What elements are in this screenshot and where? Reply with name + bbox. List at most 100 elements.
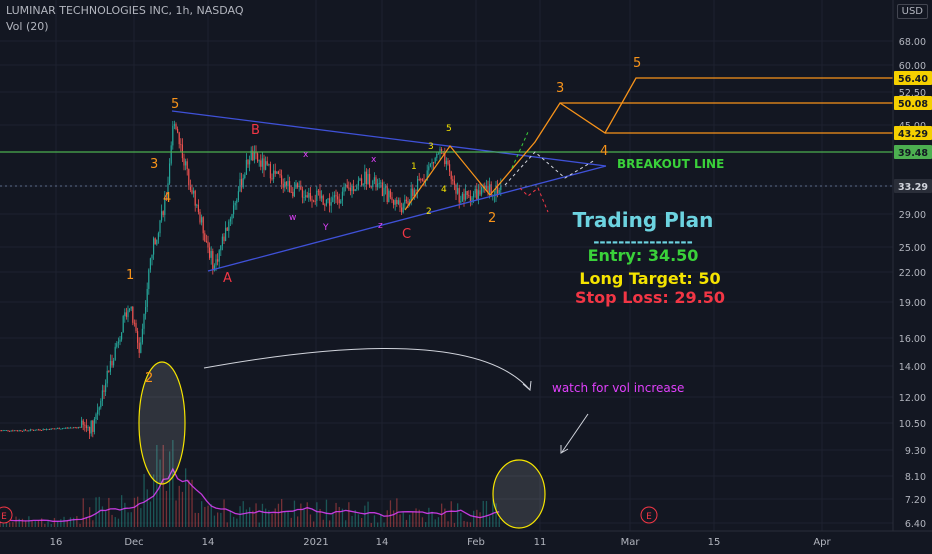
candle xyxy=(202,216,204,241)
candle xyxy=(431,158,433,170)
candle xyxy=(434,156,436,165)
volume-bar xyxy=(450,501,452,527)
candle xyxy=(49,428,51,430)
volume-bar xyxy=(220,512,222,527)
volume-bar xyxy=(329,520,331,527)
time-axis-ticks[interactable]: 16 Dec 14 2021 14 Feb 11 Mar 15 Apr xyxy=(50,537,832,548)
wave-y: Y xyxy=(322,223,329,233)
candle xyxy=(74,426,76,429)
volume-bar xyxy=(447,521,449,527)
candle xyxy=(44,429,46,430)
volume-bar xyxy=(473,510,475,527)
triangle-lower-line[interactable] xyxy=(207,165,607,272)
candle xyxy=(348,181,350,191)
candle xyxy=(183,153,185,171)
plan-stop: Stop Loss: 29.50 xyxy=(575,288,725,307)
candle xyxy=(377,178,379,191)
candle xyxy=(178,131,180,149)
candle xyxy=(2,429,4,432)
volume-bar xyxy=(236,518,238,527)
candle xyxy=(111,354,113,368)
candle xyxy=(269,161,271,184)
triangle-upper-line[interactable] xyxy=(171,110,607,167)
candle xyxy=(396,196,398,207)
candle xyxy=(50,428,52,430)
currency-badge[interactable]: USD xyxy=(896,4,928,19)
price-axis[interactable] xyxy=(893,0,932,550)
wave-abc-c: C xyxy=(402,227,411,242)
candle xyxy=(316,186,318,207)
volume-bar xyxy=(466,521,468,527)
volume-bar xyxy=(373,515,376,527)
wave-proj-3: 3 xyxy=(556,81,564,96)
volume-bar xyxy=(47,520,49,527)
candle xyxy=(341,187,343,207)
time-tick-9: Apr xyxy=(813,537,831,548)
candle xyxy=(169,158,171,185)
volume-bar xyxy=(351,515,353,527)
symbol-title: LUMINAR TECHNOLOGIES INC, 1h, NASDAQ xyxy=(6,4,244,17)
volume-bar xyxy=(319,509,321,527)
time-tick-5: Feb xyxy=(467,537,485,548)
candle xyxy=(127,305,129,323)
candle xyxy=(308,187,310,202)
candle xyxy=(293,181,295,198)
volume-bar xyxy=(268,510,270,527)
candle xyxy=(394,198,396,211)
candle xyxy=(329,193,331,213)
volume-bar xyxy=(338,507,340,527)
volume-bar xyxy=(229,510,232,527)
volume-bar xyxy=(44,523,46,527)
candle xyxy=(39,429,41,431)
volume-bar xyxy=(117,518,120,527)
candle xyxy=(55,428,57,430)
volume-bar xyxy=(479,512,481,527)
candle xyxy=(345,183,347,192)
wave-w: w xyxy=(289,213,296,223)
candle xyxy=(268,163,270,167)
price-tick-16: 7.20 xyxy=(905,495,926,506)
candle xyxy=(439,146,441,161)
price-tick-2: 52.50 xyxy=(899,88,926,99)
candle xyxy=(31,429,33,431)
candle xyxy=(116,341,118,349)
candle xyxy=(258,159,260,167)
candle xyxy=(125,307,127,320)
price-tick-17: 6.40 xyxy=(905,519,926,530)
volume-bar xyxy=(210,504,212,527)
event-marker-left[interactable]: E xyxy=(0,506,13,524)
candle xyxy=(98,406,100,416)
candle xyxy=(37,428,39,431)
wave-primary-2: 2 xyxy=(145,371,153,386)
candle xyxy=(375,175,377,191)
volume-bar xyxy=(495,503,497,527)
volume-bar xyxy=(201,501,203,527)
wave-primary-3: 3 xyxy=(150,157,158,172)
candle xyxy=(466,190,468,199)
volume-bar xyxy=(133,497,136,527)
candle xyxy=(185,158,187,171)
volume-bar xyxy=(434,519,436,527)
time-tick-6: 11 xyxy=(534,537,547,548)
candle xyxy=(212,248,214,275)
volume-bar xyxy=(309,514,312,527)
candle xyxy=(399,197,401,212)
volume-bar xyxy=(239,506,241,527)
candle xyxy=(474,185,476,198)
plan-target: Long Target: 50 xyxy=(579,269,720,288)
candle xyxy=(21,430,23,432)
price-label-3: 39.48 xyxy=(894,145,932,159)
volume-bar xyxy=(9,522,11,527)
candle xyxy=(257,151,259,163)
candle xyxy=(356,184,358,192)
price-tick-11: 14.00 xyxy=(899,362,926,373)
candle xyxy=(325,198,327,207)
time-tick-7: Mar xyxy=(621,537,641,548)
candle xyxy=(17,429,19,432)
event-marker-right[interactable]: E xyxy=(640,506,658,524)
candle xyxy=(66,426,68,429)
projection-path[interactable] xyxy=(489,77,893,196)
candle xyxy=(10,430,12,432)
volume-bar xyxy=(194,512,196,527)
